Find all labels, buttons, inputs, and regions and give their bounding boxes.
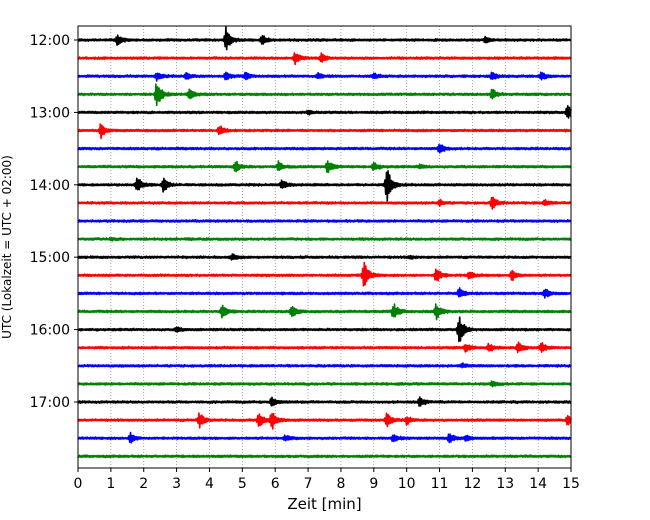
trace-1515 [77,261,572,287]
trace-1400 [77,170,572,202]
trace-1330 [77,143,572,154]
trace-1345 [77,160,572,174]
y-tick-label: 16:00 [30,323,70,339]
x-tick-label: 14 [529,476,547,492]
x-tick-label: 13 [496,476,514,492]
trace-1745 [77,454,572,459]
trace-1500 [77,253,572,261]
trace-1615 [77,341,572,354]
trace-1415 [77,196,572,210]
trace-1715 [77,412,572,430]
x-tick-label: 5 [238,476,247,492]
x-tick-label: 7 [304,476,313,492]
trace-1530 [77,287,572,299]
x-tick-label: 6 [271,476,280,492]
x-tick-label: 0 [74,476,83,492]
y-tick-label: 12:00 [30,33,70,49]
x-tick-label: 9 [369,476,378,492]
trace-1200 [77,26,572,51]
trace-1300 [77,105,572,119]
y-axis-ticks: 12:00 13:00 14:00 15:00 16:00 17:00 [30,33,78,411]
trace-1445 [77,236,572,242]
y-tick-label: 15:00 [30,250,70,266]
x-tick-label: 8 [336,476,345,492]
trace-1645 [77,380,572,388]
trace-1230 [77,71,572,82]
trace-layer [77,26,572,459]
y-tick-label: 13:00 [30,105,70,121]
trace-1730 [77,431,572,444]
x-axis-ticks: 0 1 2 3 4 5 6 7 8 9 10 11 12 13 14 15 [74,468,580,492]
x-tick-label: 15 [562,476,580,492]
x-tick-label: 3 [172,476,181,492]
trace-1700 [77,396,572,407]
x-tick-label: 4 [205,476,214,492]
x-tick-label: 10 [398,476,416,492]
trace-1545 [77,303,572,321]
x-tick-label: 11 [431,476,449,492]
trace-1430 [77,219,572,223]
trace-1245 [77,83,572,107]
x-axis-title: Zeit [min] [287,495,361,513]
trace-1215 [77,52,572,66]
plot-frame [77,25,572,469]
trace-1600 [77,316,572,343]
trace-1315 [77,123,572,140]
trace-1630 [77,362,572,369]
y-tick-label: 14:00 [30,178,70,194]
x-tick-label: 1 [106,476,115,492]
y-tick-label: 17:00 [30,395,70,411]
y-axis-title: UTC (Lokalzeit = UTC + 02:00) [0,155,14,339]
x-tick-label: 12 [463,476,481,492]
x-tick-label: 2 [139,476,148,492]
